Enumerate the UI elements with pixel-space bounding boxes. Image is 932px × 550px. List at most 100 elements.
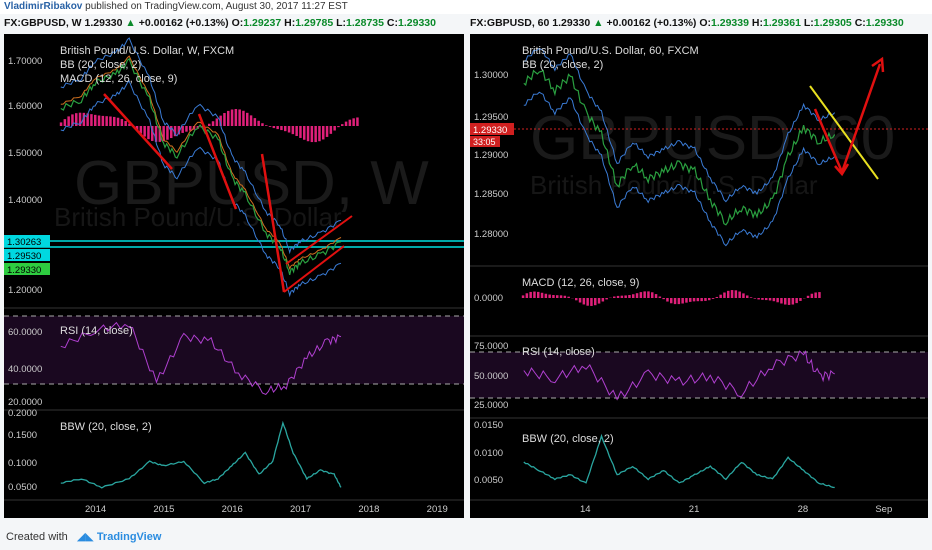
hourly-chart[interactable]: GBPUSD, 60 British Pound/U.S. Dollar 1.3…	[470, 34, 928, 518]
macd-bar	[268, 126, 272, 127]
macd-bar	[685, 298, 688, 303]
price-axis: 1.70000 1.60000 1.50000 1.40000 1.20000	[8, 56, 42, 296]
tick-label: 60.0000	[8, 327, 42, 338]
macd-bar	[784, 298, 787, 305]
bb-upper-band	[523, 47, 836, 203]
macd-bar	[295, 126, 298, 136]
macd-bar	[768, 298, 772, 301]
macd-bar	[818, 292, 821, 298]
tick-label: 25.0000	[474, 400, 508, 411]
macd-bar	[329, 126, 333, 134]
drawing-arrows[interactable]	[103, 93, 353, 293]
watermark-sub: British Pound/U.S. Dollar	[54, 202, 342, 232]
macd-bar	[75, 113, 78, 126]
macd-bar	[192, 126, 196, 130]
price-label: 1.29330	[7, 265, 41, 276]
rsi-label: RSI (14, close)	[60, 325, 133, 337]
macd-bar	[333, 126, 336, 131]
macd-bar	[799, 298, 802, 301]
time-axis[interactable]: 2014 2015 2016 2017 2018 2019	[85, 504, 448, 515]
macd-bar	[613, 296, 616, 298]
price-labels: 1.30263 1.29530 1.29330	[4, 235, 50, 276]
macd-bar	[552, 295, 555, 298]
macd-bar	[704, 298, 707, 301]
macd-bar	[753, 298, 757, 299]
weekly-chart-svg[interactable]: GBPUSD, W British Pound/U.S. Dollar 1.70…	[4, 34, 464, 518]
macd-bar	[166, 126, 169, 140]
macd-bar	[356, 117, 359, 126]
weekly-chart[interactable]: GBPUSD, W British Pound/U.S. Dollar 1.70…	[4, 34, 464, 518]
macd-bar	[158, 126, 162, 142]
symbol-right: FX:GBPUSD, 60	[470, 17, 550, 29]
trendline[interactable]	[809, 85, 879, 180]
macd-bar	[223, 113, 226, 126]
macd-bar	[219, 115, 222, 126]
author-link[interactable]: VladimirRibakov	[4, 1, 83, 12]
macd-bar	[521, 295, 525, 298]
open-value: 1.29237	[243, 17, 282, 29]
macd-bar	[208, 123, 211, 126]
macd-bar	[719, 294, 722, 298]
bb-basis	[60, 55, 342, 270]
open-label: O:	[699, 17, 711, 29]
macd-bar	[575, 298, 578, 301]
macd-bar	[662, 298, 665, 300]
price-labels: 1.29330 33:05	[470, 123, 514, 147]
price-series	[60, 57, 342, 276]
tick-label: 0.0000	[474, 293, 503, 304]
macd-bar	[67, 116, 70, 126]
macd-bar	[299, 126, 302, 138]
macd-bar	[128, 123, 131, 126]
price-left: 1.29330	[84, 17, 123, 29]
tick-label: 1.28000	[474, 229, 508, 240]
macd-bar	[97, 115, 101, 126]
low-value: 1.29305	[813, 17, 852, 29]
close-label: C:	[386, 17, 399, 29]
change-right: +0.00162 (+0.13%)	[606, 17, 697, 29]
macd-bar	[135, 126, 139, 131]
macd-bar	[715, 296, 719, 298]
macd-bar	[533, 291, 536, 298]
time-axis[interactable]: 14 21 28 Sep	[580, 504, 892, 515]
macd-bar	[211, 121, 215, 126]
macd-bar	[124, 121, 127, 126]
time-tick-label: 2015	[153, 504, 174, 515]
tick-label: 1.30000	[474, 70, 508, 81]
macd-bar	[594, 298, 597, 306]
high-label: H:	[284, 17, 296, 29]
time-tick-label: 2014	[85, 504, 106, 515]
tradingview-logo-icon[interactable]: ◢◣	[76, 531, 94, 543]
time-tick-label: 2017	[290, 504, 311, 515]
open-label: O:	[231, 17, 244, 29]
indicator-bb: BB (20, close, 2)	[60, 59, 141, 71]
drawing-arrows[interactable]	[813, 56, 885, 177]
tick-label: 1.28500	[474, 189, 508, 200]
watermark-sub: British Pound/U.S. Dollar	[530, 170, 818, 200]
macd-bar	[71, 114, 74, 126]
macd-label: MACD (12, 26, close, 9)	[522, 277, 639, 289]
macd-bar	[696, 298, 700, 302]
macd-bar	[318, 126, 321, 142]
macd-bar	[143, 126, 146, 137]
time-tick-label: 14	[580, 504, 591, 515]
tick-label: 75.0000	[474, 341, 508, 352]
hourly-chart-svg[interactable]: GBPUSD, 60 British Pound/U.S. Dollar 1.3…	[470, 34, 928, 518]
tradingview-link[interactable]: TradingView	[96, 531, 162, 543]
macd-bar	[242, 110, 245, 126]
macd-bar	[780, 298, 783, 304]
price-label: 1.30263	[7, 237, 41, 248]
macd-bar	[746, 295, 749, 298]
time-tick-label: 21	[689, 504, 700, 515]
bb-upper-band	[60, 37, 342, 255]
macd-bar	[559, 295, 563, 298]
macd-bar	[548, 294, 551, 298]
macd-bar	[105, 116, 108, 126]
macd-bar	[352, 118, 355, 126]
rsi-band	[4, 316, 464, 384]
bbw-label: BBW (20, close, 2)	[60, 421, 152, 433]
macd-bar	[727, 290, 730, 298]
bbw-label: BBW (20, close, 2)	[522, 433, 614, 445]
macd-bar	[647, 291, 650, 298]
macd-bar	[109, 116, 112, 126]
indicator-macd: MACD (12, 26, close, 9)	[60, 73, 177, 85]
